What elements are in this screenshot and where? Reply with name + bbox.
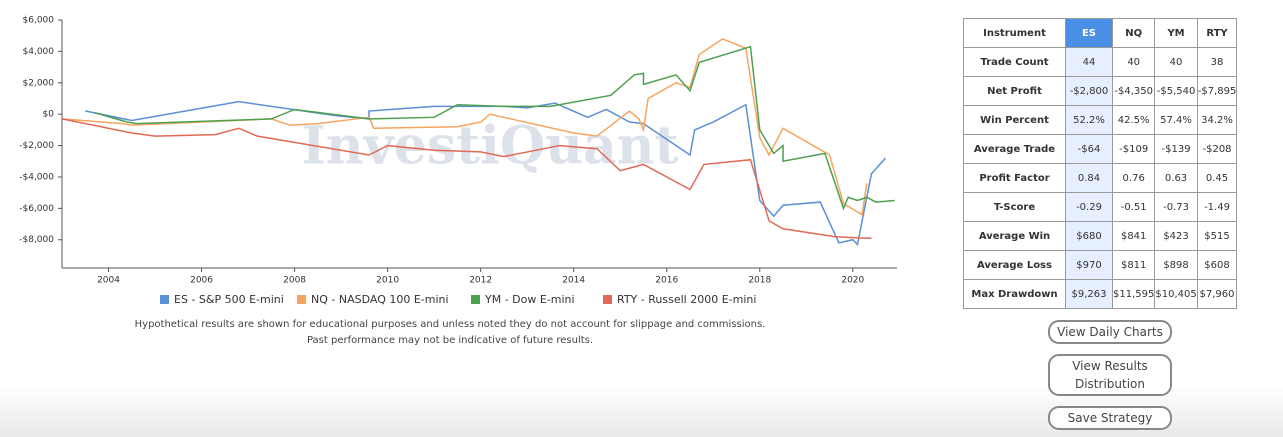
table-cell: 0.45 [1196, 163, 1238, 193]
table-cell: 40 [1154, 47, 1198, 77]
stats-table: Instrument ES NQ YM RTY Trade Count 44 40 40 38 Ne… [963, 18, 1238, 309]
table-cell: Net Profit [963, 76, 1066, 106]
table-cell: -$109 [1111, 134, 1156, 164]
table-cell: -0.73 [1154, 192, 1198, 222]
table-cell: Average Win [963, 221, 1066, 251]
table-cell: -$5,540 [1154, 76, 1198, 106]
table-cell: $811 [1111, 250, 1156, 280]
table-cell: Win Percent [963, 105, 1066, 135]
series-line [85, 100, 886, 246]
table-cell: -1.49 [1196, 192, 1238, 222]
table-cell: YM [1154, 18, 1198, 48]
table-cell: -$7,895 [1196, 76, 1238, 106]
legend-label: ES - S&P 500 E-mini [174, 293, 284, 306]
table-cell: $423 [1154, 221, 1198, 251]
table-cell: $680 [1065, 221, 1113, 251]
y-tick-label: -$8,000 [19, 235, 54, 245]
table-cell: 0.76 [1111, 163, 1156, 193]
x-tick-label: 2012 [469, 276, 492, 286]
series-line [61, 37, 868, 216]
table-cell: 34.2% [1196, 105, 1238, 135]
table-cell: -0.29 [1065, 192, 1113, 222]
table-row: Net Profit -$2,800 -$4,350 -$5,540 -$7,895 [963, 76, 1238, 106]
table-cell: 57.4% [1154, 105, 1198, 135]
table-cell: -0.51 [1111, 192, 1156, 222]
chart: InvestiQuant -$8,000 -$6,000 -$4,000 -$2,00… [19, 16, 897, 306]
table-cell: -$208 [1196, 134, 1238, 164]
legend-swatch [160, 295, 169, 304]
table-cell: 44 [1065, 47, 1113, 77]
disclaimer: Hypothetical results are shown for educa… [134, 319, 766, 330]
table-cell: $970 [1065, 250, 1113, 280]
disclaimer: Past performance may not be indicative o… [306, 335, 594, 346]
table-cell: $10,405 [1154, 279, 1198, 309]
table-cell: -$2,800 [1065, 76, 1113, 106]
table-cell: RTY [1196, 18, 1238, 48]
legend-swatch [297, 295, 306, 304]
table-row: T-Score -0.29 -0.51 -0.73 -1.49 [963, 192, 1238, 222]
table-cell: $7,960 [1196, 279, 1238, 309]
y-tick-label: $6,000 [23, 16, 55, 26]
x-tick-label: 2006 [190, 276, 213, 286]
y-tick-label: -$4,000 [19, 172, 54, 182]
table-cell: -$64 [1065, 134, 1113, 164]
table-cell: -$139 [1154, 134, 1198, 164]
x-tick-label: 2014 [562, 276, 585, 286]
table-cell: NQ [1111, 18, 1156, 48]
table-cell: Trade Count [963, 47, 1066, 77]
table-cell: 0.84 [1065, 163, 1113, 193]
table-cell: Instrument [963, 18, 1066, 48]
table-cell: $11,595 [1111, 279, 1156, 309]
table-cell: $9,263 [1065, 279, 1113, 309]
legend-label: RTY - Russell 2000 E-mini [617, 293, 756, 306]
table-row: Average Win $680 $841 $423 $515 [963, 221, 1238, 251]
table-cell: T-Score [963, 192, 1066, 222]
table-row: Win Percent 52.2% 42.5% 57.4% 34.2% [963, 105, 1238, 135]
table-cell: 42.5% [1111, 105, 1156, 135]
legend-label: NQ - NASDAQ 100 E-mini [311, 293, 449, 306]
table-row: Instrument ES NQ YM RTY [963, 18, 1238, 48]
y-tick-label: $4,000 [23, 47, 55, 57]
legend-label: YM - Dow E-mini [484, 293, 575, 306]
table-cell: Average Trade [963, 134, 1066, 164]
table-cell: $515 [1196, 221, 1238, 251]
table-row: Average Trade -$64 -$109 -$139 -$208 [963, 134, 1238, 164]
table-cell: 52.2% [1065, 105, 1113, 135]
legend-swatch [603, 295, 612, 304]
table-cell: Profit Factor [963, 163, 1066, 193]
legend-swatch [471, 295, 480, 304]
x-tick-label: 2004 [97, 276, 120, 286]
x-tick-label: 2008 [283, 276, 306, 286]
table-cell: $898 [1154, 250, 1198, 280]
table-cell: 0.63 [1154, 163, 1198, 193]
button[interactable]: Save Strategy [1048, 406, 1172, 430]
button[interactable]: View Daily Charts [1048, 320, 1172, 344]
table-cell: $608 [1196, 250, 1238, 280]
x-tick-label: 2020 [841, 276, 864, 286]
table-row: Average Loss $970 $811 $898 $608 [963, 250, 1238, 280]
x-tick-label: 2016 [655, 276, 678, 286]
table-cell: 40 [1111, 47, 1156, 77]
y-tick-label: -$6,000 [19, 204, 54, 214]
series-line [94, 45, 895, 211]
button[interactable]: View Results Distribution [1048, 354, 1172, 396]
x-tick-label: 2018 [748, 276, 771, 286]
series-line [61, 118, 872, 239]
table-row: Profit Factor 0.84 0.76 0.63 0.45 [963, 163, 1238, 193]
table-cell: Average Loss [963, 250, 1066, 280]
y-tick-label: $0 [43, 110, 55, 120]
y-tick-label: $2,000 [23, 78, 55, 88]
x-tick-label: 2010 [376, 276, 399, 286]
table-cell: ES [1065, 18, 1113, 48]
table-cell: -$4,350 [1111, 76, 1156, 106]
table-row: Trade Count 44 40 40 38 [963, 47, 1238, 77]
table-row: Max Drawdown $9,263 $11,595 $10,405 $7,960 [963, 279, 1238, 309]
watermark: InvestiQuant [301, 116, 678, 177]
table-cell: 38 [1196, 47, 1238, 77]
y-tick-label: -$2,000 [19, 141, 54, 151]
table-cell: Max Drawdown [963, 279, 1066, 309]
table-cell: $841 [1111, 221, 1156, 251]
